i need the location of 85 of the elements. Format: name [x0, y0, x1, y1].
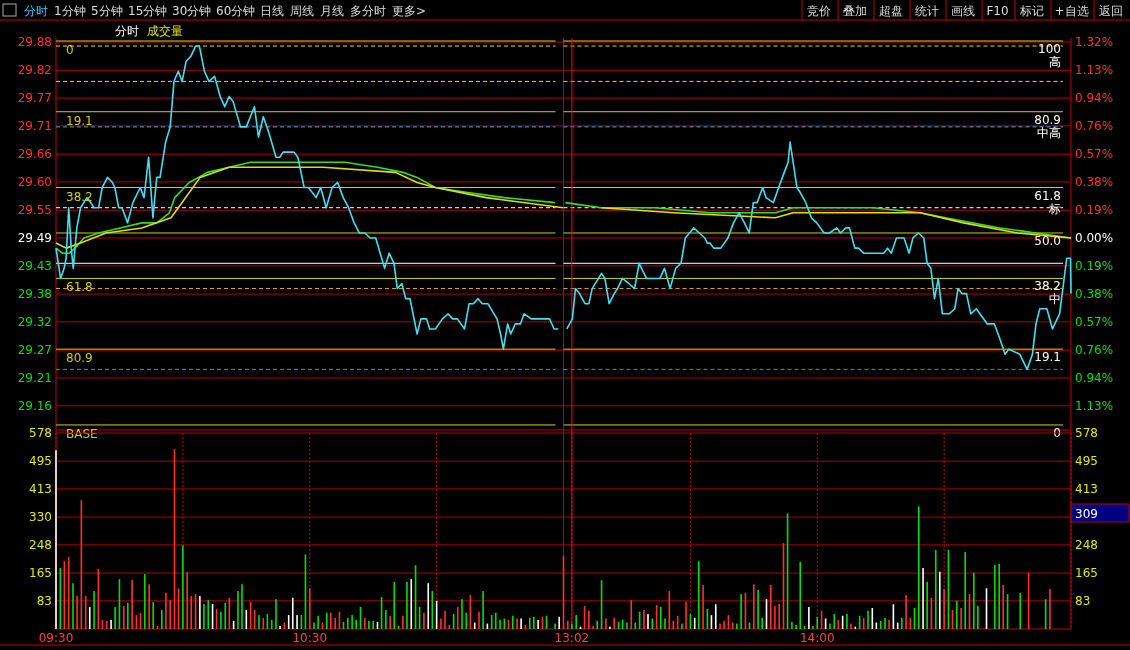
- y-tick-label: 495: [29, 454, 52, 469]
- text: 标记: [1019, 4, 1044, 18]
- annotation: 0: [1053, 425, 1061, 440]
- text: 返回: [1099, 4, 1123, 18]
- y-tick-label: 578: [29, 426, 52, 440]
- text: 叠加: [843, 4, 867, 18]
- annotation: 19.1: [1034, 350, 1061, 365]
- y-tick-label: 413: [29, 481, 52, 496]
- category-label: 5分钟: [91, 4, 123, 18]
- annotation: 50.0: [1034, 233, 1061, 248]
- chart-title: 分时: [115, 24, 139, 38]
- text: 统计: [915, 4, 939, 18]
- text: 0.57%: [1075, 147, 1114, 162]
- chart-subtitle: 成交量: [147, 24, 183, 38]
- y-tick-label: 29.38: [17, 287, 52, 302]
- text: 0.76%: [1075, 343, 1114, 358]
- text: 超盘: [879, 4, 903, 18]
- y-tick-label: 165: [1075, 566, 1098, 581]
- text: 竞价: [807, 4, 831, 18]
- x-tick-label: 09:30: [38, 631, 74, 645]
- annotation: 中: [1049, 292, 1061, 307]
- annotation: 38.2: [66, 189, 93, 204]
- text: 0.00%: [1075, 231, 1114, 246]
- text: 0.19%: [1075, 203, 1114, 218]
- x-tick-label: 14:00: [799, 631, 835, 645]
- y-tick-label: 165: [29, 566, 52, 581]
- y-tick-label: 330: [29, 510, 52, 525]
- annotation: BASE: [66, 426, 98, 441]
- text: 1.13%: [1075, 398, 1114, 413]
- y-tick-label: 29.71: [17, 118, 52, 133]
- category-label: 多分时: [350, 4, 386, 18]
- y-tick-label: 29.60: [17, 174, 52, 189]
- annotation: 19.1: [66, 113, 93, 128]
- y-tick-label: 29.16: [17, 398, 52, 413]
- y-tick-label: 29.21: [17, 370, 52, 385]
- annotation: 高: [1049, 55, 1061, 69]
- annotation: 61.8: [66, 280, 93, 295]
- annotation: 80.9: [66, 351, 93, 366]
- y-tick-label: 413: [1075, 481, 1098, 496]
- x-tick-label: 10:30: [292, 631, 328, 645]
- annotation: 100: [1038, 42, 1061, 56]
- text: 309: [1075, 507, 1098, 521]
- y-tick-label: 29.66: [17, 147, 52, 162]
- text: 0.19%: [1075, 259, 1114, 274]
- category-label: 日线: [260, 4, 284, 18]
- text: 1.13%: [1075, 63, 1114, 78]
- y-tick-label: 29.27: [17, 343, 52, 358]
- category-label: 1分钟: [54, 4, 86, 18]
- y-tick-label: 29.43: [17, 258, 52, 273]
- category-label: 更多>: [392, 4, 427, 18]
- annotation: 标: [1048, 201, 1061, 216]
- y-tick-label: 29.49: [17, 231, 52, 246]
- y-tick-label: 29.32: [17, 314, 52, 329]
- text: 0.94%: [1075, 370, 1114, 385]
- y-tick-label: 248: [29, 537, 52, 552]
- y-tick-label: 83: [36, 593, 52, 608]
- text: 0.76%: [1075, 119, 1114, 134]
- category-label: 月线: [320, 4, 344, 18]
- y-tick-label: 83: [1075, 593, 1091, 608]
- text: 0.38%: [1075, 175, 1114, 190]
- category-label: 周线: [290, 4, 314, 18]
- annotation: 中高: [1037, 125, 1061, 140]
- text: 0.94%: [1075, 91, 1114, 106]
- x-tick-label: 13:02: [554, 631, 590, 645]
- text: 0.57%: [1075, 315, 1114, 330]
- text: +自选: [1054, 4, 1089, 18]
- y-tick-label: 29.88: [17, 35, 52, 50]
- annotation: 61.8: [1034, 188, 1061, 203]
- y-tick-label: 578: [1075, 426, 1098, 440]
- category-label: 30分钟: [172, 4, 212, 18]
- y-tick-label: 248: [1075, 537, 1098, 552]
- text: 0.38%: [1075, 287, 1114, 302]
- annotation: 0: [66, 43, 74, 57]
- category-label: 60分钟: [216, 4, 256, 18]
- y-tick-label: 495: [1075, 454, 1098, 469]
- category-label: 分时: [24, 4, 48, 18]
- annotation: 38.2: [1034, 279, 1061, 294]
- annotation: 80.9: [1034, 112, 1061, 127]
- y-tick-label: 29.55: [17, 203, 52, 218]
- text: F10: [986, 4, 1009, 18]
- y-tick-label: 29.82: [17, 63, 52, 78]
- y-tick-label: 29.77: [17, 91, 52, 106]
- text: 1.32%: [1075, 35, 1114, 50]
- category-label: 15分钟: [128, 4, 168, 18]
- text: 画线: [951, 4, 975, 18]
